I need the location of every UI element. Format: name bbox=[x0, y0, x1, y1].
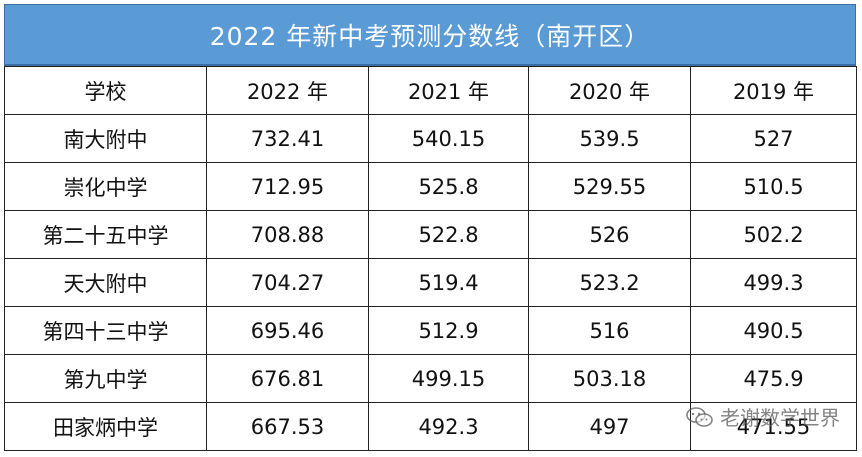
cell-school: 第二十五中学 bbox=[4, 210, 207, 259]
table-row: 田家炳中学 667.53 492.3 497 471.55 bbox=[4, 402, 857, 451]
table-row: 南大附中 732.41 540.15 539.5 527 bbox=[4, 114, 857, 163]
header-2019: 2019 年 bbox=[690, 66, 857, 115]
cell-value: 529.55 bbox=[528, 162, 691, 211]
cell-value: 499.3 bbox=[690, 258, 857, 307]
cell-value: 667.53 bbox=[206, 402, 369, 451]
cell-value: 704.27 bbox=[206, 258, 369, 307]
cell-value: 540.15 bbox=[368, 114, 529, 163]
cell-value: 502.2 bbox=[690, 210, 857, 259]
watermark: 老谢数学世界 bbox=[686, 402, 840, 431]
cell-value: 732.41 bbox=[206, 114, 369, 163]
cell-value: 527 bbox=[690, 114, 857, 163]
cell-value: 497 bbox=[528, 402, 691, 451]
cell-value: 525.8 bbox=[368, 162, 529, 211]
header-row: 学校 2022 年 2021 年 2020 年 2019 年 bbox=[4, 66, 857, 115]
watermark-text: 老谢数学世界 bbox=[720, 406, 840, 430]
cell-value: 522.8 bbox=[368, 210, 529, 259]
cell-value: 523.2 bbox=[528, 258, 691, 307]
cell-value: 492.3 bbox=[368, 402, 529, 451]
cell-value: 676.81 bbox=[206, 354, 369, 403]
header-2022: 2022 年 bbox=[206, 66, 369, 115]
cell-value: 695.46 bbox=[206, 306, 369, 355]
cell-value: 712.95 bbox=[206, 162, 369, 211]
cell-value: 503.18 bbox=[528, 354, 691, 403]
table-row: 第二十五中学 708.88 522.8 526 502.2 bbox=[4, 210, 857, 259]
table-row: 第四十三中学 695.46 512.9 516 490.5 bbox=[4, 306, 857, 355]
cell-value: 499.15 bbox=[368, 354, 529, 403]
table-title: 2022 年新中考预测分数线（南开区） bbox=[4, 4, 856, 66]
header-school: 学校 bbox=[4, 66, 207, 115]
cell-school: 第四十三中学 bbox=[4, 306, 207, 355]
cell-value: 708.88 bbox=[206, 210, 369, 259]
cell-value: 519.4 bbox=[368, 258, 529, 307]
header-2020: 2020 年 bbox=[528, 66, 691, 115]
cell-value: 475.9 bbox=[690, 354, 857, 403]
table-row: 崇化中学 712.95 525.8 529.55 510.5 bbox=[4, 162, 857, 211]
cell-school: 天大附中 bbox=[4, 258, 207, 307]
table-row: 天大附中 704.27 519.4 523.2 499.3 bbox=[4, 258, 857, 307]
cell-school: 崇化中学 bbox=[4, 162, 207, 211]
cell-school: 田家炳中学 bbox=[4, 402, 207, 451]
cell-school: 第九中学 bbox=[4, 354, 207, 403]
cell-value: 510.5 bbox=[690, 162, 857, 211]
header-2021: 2021 年 bbox=[368, 66, 529, 115]
cell-value: 516 bbox=[528, 306, 691, 355]
wechat-icon bbox=[686, 406, 713, 427]
score-table-container: 2022 年新中考预测分数线（南开区） 学校 2022 年 2021 年 202… bbox=[4, 4, 857, 451]
cell-value: 512.9 bbox=[368, 306, 529, 355]
cell-value: 471.55 bbox=[690, 402, 857, 451]
cell-value: 526 bbox=[528, 210, 691, 259]
cell-school: 南大附中 bbox=[4, 114, 207, 163]
cell-value: 539.5 bbox=[528, 114, 691, 163]
cell-value: 490.5 bbox=[690, 306, 857, 355]
table-row: 第九中学 676.81 499.15 503.18 475.9 bbox=[4, 354, 857, 403]
score-table: 学校 2022 年 2021 年 2020 年 2019 年 南大附中 732.… bbox=[4, 66, 857, 451]
